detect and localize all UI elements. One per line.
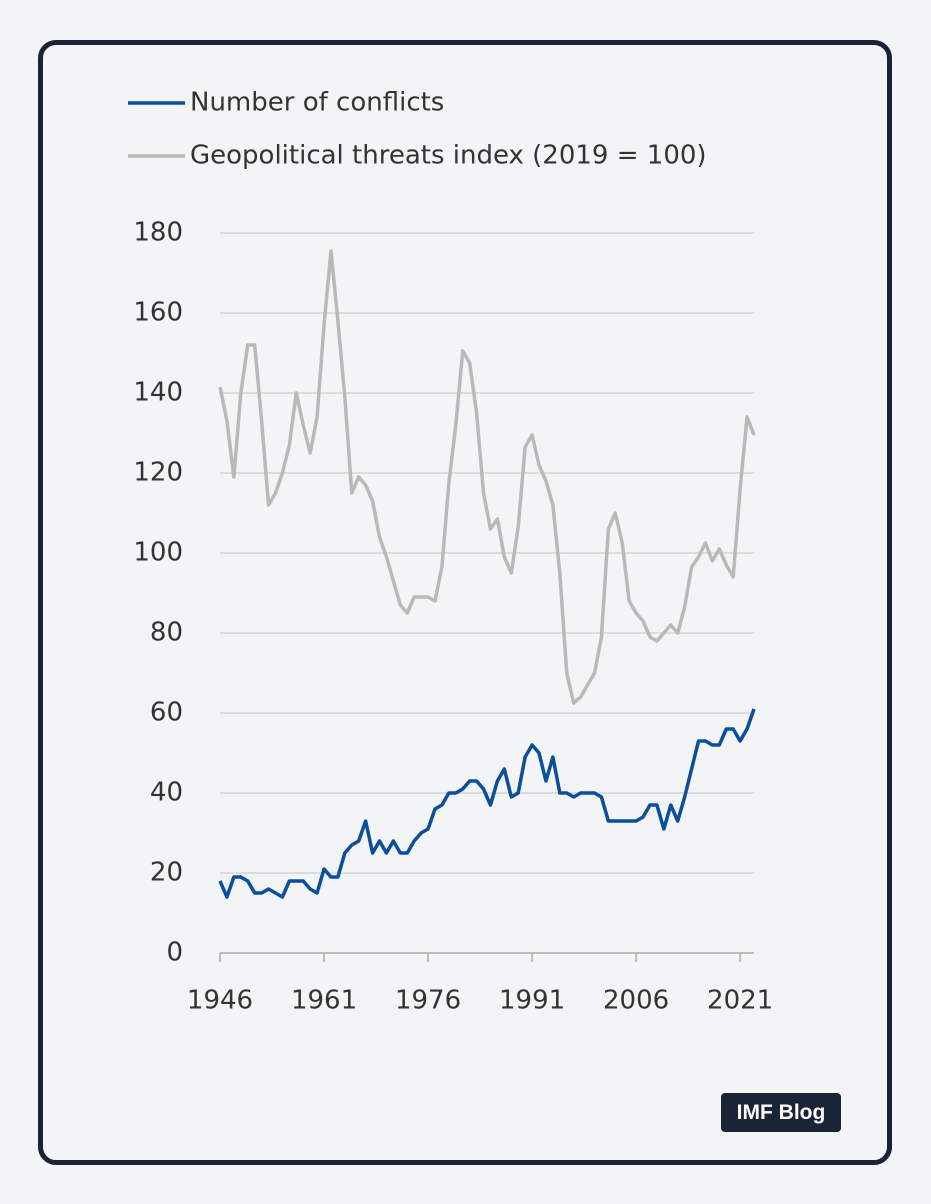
badge: IMF Blog [721, 1093, 841, 1132]
legend-label: Number of conflicts [190, 88, 444, 118]
y-tick-label: 80 [150, 618, 183, 648]
y-tick-label: 120 [133, 458, 183, 488]
x-tick-label: 2006 [603, 986, 669, 1016]
y-tick-label: 140 [133, 378, 183, 408]
y-tick-label: 60 [150, 698, 183, 728]
x-tick-label: 1991 [499, 986, 565, 1016]
x-tick-label: 1946 [187, 986, 253, 1016]
legend-label: Geopolitical threats index (2019 = 100) [190, 141, 707, 171]
series-line [218, 708, 756, 899]
card [38, 40, 892, 1165]
y-tick-label: 0 [166, 938, 183, 968]
x-tick-label: 1961 [291, 986, 357, 1016]
y-tick-label: 20 [150, 858, 183, 888]
y-tick-label: 180 [133, 218, 183, 248]
y-tick-label: 40 [150, 778, 183, 808]
y-tick-label: 100 [133, 538, 183, 568]
x-tick-label: 1976 [395, 986, 461, 1016]
series-line [218, 249, 756, 705]
x-tick-label: 2021 [707, 986, 773, 1016]
y-tick-label: 160 [133, 298, 183, 328]
